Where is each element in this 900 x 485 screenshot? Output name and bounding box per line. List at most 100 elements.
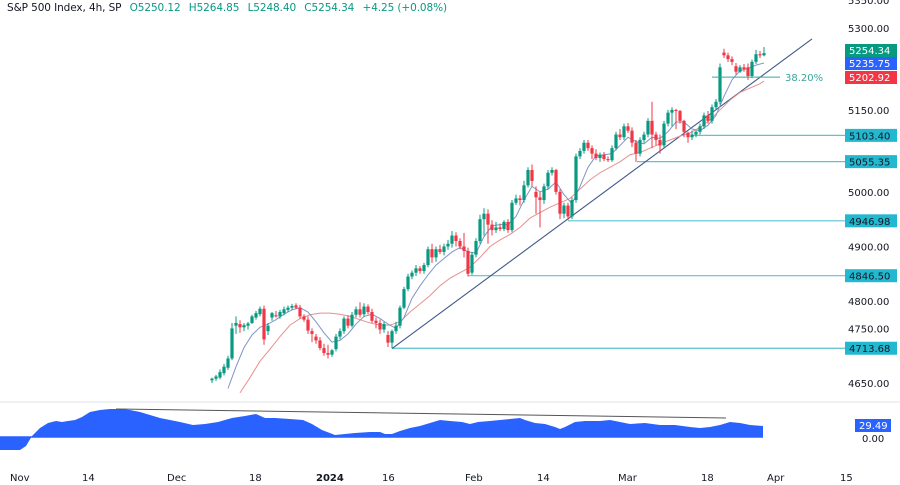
candle (394, 325, 398, 332)
level-tag (845, 214, 897, 228)
price-axis[interactable]: 5350.00 5300.00 5150.00 5000.00 4900.00 4800.… (845, 0, 897, 445)
candle (390, 331, 394, 343)
time-tick: 15 (840, 473, 853, 484)
fibonacci-level: 38.20% (712, 73, 823, 84)
candle (658, 139, 662, 146)
candle (474, 241, 478, 255)
candle (602, 154, 606, 160)
candle (438, 249, 442, 252)
time-axis[interactable]: Nov 14 Dec 18 2024 16 Feb 14 Mar 18 Apr 15 (10, 473, 853, 484)
candle (342, 318, 346, 332)
trendline[interactable] (391, 38, 813, 350)
candle (374, 320, 378, 323)
price-tag (845, 57, 897, 70)
candle (326, 352, 330, 355)
candle (542, 186, 546, 201)
candle (362, 306, 366, 315)
svg-text:4946.98: 4946.98 (849, 217, 890, 228)
candle (366, 306, 370, 313)
svg-text:5350.00: 5350.00 (848, 0, 889, 7)
price-tag (845, 44, 897, 57)
candle (570, 200, 574, 217)
oscillator-pane[interactable] (0, 408, 763, 450)
candle (634, 142, 638, 154)
candle (626, 126, 630, 131)
candle (702, 115, 706, 127)
candle (446, 243, 450, 247)
time-tick: 18 (249, 473, 262, 484)
candle (550, 170, 554, 173)
candle (442, 246, 446, 252)
candle (402, 289, 406, 308)
price-tick: 5000.00 (848, 188, 889, 199)
candle (538, 197, 542, 201)
candle (350, 314, 354, 326)
svg-text:5254.34: 5254.34 (849, 46, 890, 57)
candle (498, 227, 502, 230)
candle (242, 325, 246, 328)
time-tick: Feb (465, 473, 483, 484)
svg-text:5202.92: 5202.92 (849, 73, 890, 84)
candle (526, 170, 530, 186)
change-value: +4.25 (+0.08%) (362, 2, 448, 14)
candle (218, 372, 222, 378)
candle (418, 268, 422, 272)
candle (534, 191, 538, 198)
candle (278, 312, 282, 317)
candle (502, 221, 506, 230)
candle (674, 109, 678, 112)
candle (618, 134, 622, 138)
oscillator-value-tag (855, 419, 891, 432)
candle (558, 191, 562, 214)
candle (622, 126, 626, 138)
candle (506, 221, 510, 231)
candle (426, 249, 430, 266)
candle (482, 213, 486, 220)
trendline-line[interactable] (391, 38, 813, 350)
candle (666, 112, 670, 124)
candle (706, 115, 710, 121)
candle (762, 53, 766, 56)
candle (330, 350, 334, 355)
candle (650, 120, 654, 135)
candle (606, 159, 610, 161)
time-tick: 16 (382, 473, 395, 484)
candle (294, 305, 298, 308)
candle (358, 309, 362, 315)
open-value: O5250.12 (129, 2, 181, 14)
candle (270, 313, 274, 318)
time-tick: Apr (767, 473, 785, 484)
time-tick: 14 (537, 473, 550, 484)
candle (450, 235, 454, 244)
price-tick: 5300.00 (848, 24, 889, 35)
candle (722, 52, 726, 56)
svg-text:5055.35: 5055.35 (849, 158, 890, 169)
candle (354, 309, 358, 315)
candle (710, 107, 714, 121)
level-tag (845, 155, 897, 169)
low-value: L5248.40 (247, 2, 297, 14)
candle (494, 227, 498, 231)
time-tick: Nov (10, 473, 30, 484)
candle (514, 198, 518, 203)
candle (690, 134, 694, 138)
candle (398, 307, 402, 326)
candle (746, 67, 750, 77)
candle (302, 316, 306, 320)
candle (454, 235, 458, 242)
candle (554, 170, 558, 192)
candle (574, 156, 578, 201)
candle (682, 120, 686, 132)
time-tick: 18 (701, 473, 714, 484)
candle (698, 126, 702, 132)
candle (758, 54, 762, 56)
candle (290, 306, 294, 308)
candle (566, 205, 570, 217)
price-tick: 4650.00 (848, 379, 889, 390)
candle (686, 132, 690, 138)
candle (430, 249, 434, 258)
candle (214, 376, 218, 379)
candle (282, 309, 286, 314)
divergence-line[interactable] (115, 408, 727, 419)
